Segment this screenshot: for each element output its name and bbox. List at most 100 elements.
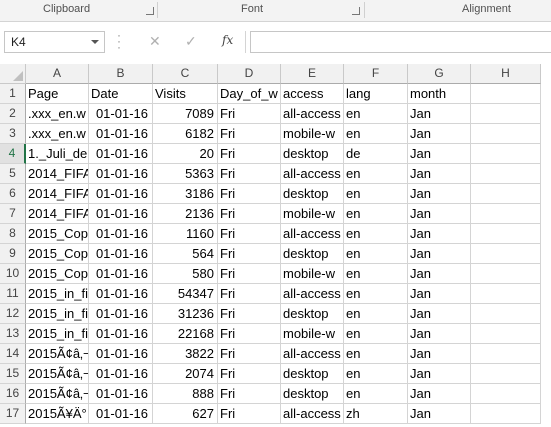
- select-all-corner[interactable]: [0, 64, 26, 84]
- cell-d15[interactable]: Fri: [218, 364, 281, 384]
- cell-b11[interactable]: 01-01-16: [89, 284, 153, 304]
- cell-a5[interactable]: 2014_FIFA: [26, 164, 89, 184]
- cell-a3[interactable]: .xxx_en.w: [26, 124, 89, 144]
- cell-f17[interactable]: zh: [344, 404, 408, 424]
- cell-e10[interactable]: mobile-w: [281, 264, 344, 284]
- cell-h7[interactable]: [471, 204, 541, 224]
- cell-b13[interactable]: 01-01-16: [89, 324, 153, 344]
- cell-b9[interactable]: 01-01-16: [89, 244, 153, 264]
- cell-b8[interactable]: 01-01-16: [89, 224, 153, 244]
- cell-h4[interactable]: [471, 144, 541, 164]
- cell-a11[interactable]: 2015_in_fi: [26, 284, 89, 304]
- cell-f11[interactable]: en: [344, 284, 408, 304]
- cell-a13[interactable]: 2015_in_fi: [26, 324, 89, 344]
- row-header-10[interactable]: 10: [0, 264, 26, 284]
- cell-g7[interactable]: Jan: [408, 204, 471, 224]
- cell-c12[interactable]: 31236: [153, 304, 218, 324]
- cell-g11[interactable]: Jan: [408, 284, 471, 304]
- row-header-16[interactable]: 16: [0, 384, 26, 404]
- cell-g8[interactable]: Jan: [408, 224, 471, 244]
- cell-a8[interactable]: 2015_Copa: [26, 224, 89, 244]
- cell-e11[interactable]: all-access: [281, 284, 344, 304]
- cell-g9[interactable]: Jan: [408, 244, 471, 264]
- cell-d11[interactable]: Fri: [218, 284, 281, 304]
- cell-b2[interactable]: 01-01-16: [89, 104, 153, 124]
- name-box-dropdown-icon[interactable]: [91, 40, 99, 44]
- cell-c17[interactable]: 627: [153, 404, 218, 424]
- cell-g6[interactable]: Jan: [408, 184, 471, 204]
- cell-d6[interactable]: Fri: [218, 184, 281, 204]
- column-header-a[interactable]: A: [26, 64, 89, 84]
- cell-h6[interactable]: [471, 184, 541, 204]
- cell-g10[interactable]: Jan: [408, 264, 471, 284]
- row-header-8[interactable]: 8: [0, 224, 26, 244]
- cell-a2[interactable]: .xxx_en.w: [26, 104, 89, 124]
- header-cell-d[interactable]: Day_of_w: [218, 84, 281, 104]
- cell-e9[interactable]: desktop: [281, 244, 344, 264]
- header-cell-f[interactable]: lang: [344, 84, 408, 104]
- cell-f10[interactable]: en: [344, 264, 408, 284]
- cell-b12[interactable]: 01-01-16: [89, 304, 153, 324]
- cell-f8[interactable]: en: [344, 224, 408, 244]
- cell-g2[interactable]: Jan: [408, 104, 471, 124]
- cell-f5[interactable]: en: [344, 164, 408, 184]
- column-header-f[interactable]: F: [344, 64, 408, 84]
- cell-c3[interactable]: 6182: [153, 124, 218, 144]
- cell-h8[interactable]: [471, 224, 541, 244]
- cell-c11[interactable]: 54347: [153, 284, 218, 304]
- cell-h12[interactable]: [471, 304, 541, 324]
- cell-b16[interactable]: 01-01-16: [89, 384, 153, 404]
- cell-d4[interactable]: Fri: [218, 144, 281, 164]
- cell-h11[interactable]: [471, 284, 541, 304]
- cell-g12[interactable]: Jan: [408, 304, 471, 324]
- cell-g5[interactable]: Jan: [408, 164, 471, 184]
- cell-g14[interactable]: Jan: [408, 344, 471, 364]
- cell-d5[interactable]: Fri: [218, 164, 281, 184]
- cell-f4[interactable]: de: [344, 144, 408, 164]
- header-cell-g[interactable]: month: [408, 84, 471, 104]
- cell-c16[interactable]: 888: [153, 384, 218, 404]
- cell-h13[interactable]: [471, 324, 541, 344]
- font-dialog-launcher-icon[interactable]: [352, 7, 360, 15]
- cell-h14[interactable]: [471, 344, 541, 364]
- cell-f3[interactable]: en: [344, 124, 408, 144]
- cell-c2[interactable]: 7089: [153, 104, 218, 124]
- cell-c5[interactable]: 5363: [153, 164, 218, 184]
- cell-e5[interactable]: all-access: [281, 164, 344, 184]
- cell-c7[interactable]: 2136: [153, 204, 218, 224]
- cell-a6[interactable]: 2014_FIFA: [26, 184, 89, 204]
- cell-g16[interactable]: Jan: [408, 384, 471, 404]
- cell-h16[interactable]: [471, 384, 541, 404]
- cell-e14[interactable]: all-access: [281, 344, 344, 364]
- cell-d3[interactable]: Fri: [218, 124, 281, 144]
- cell-e6[interactable]: desktop: [281, 184, 344, 204]
- cell-a15[interactable]: 2015Ã¢â‚¬: [26, 364, 89, 384]
- cell-f15[interactable]: en: [344, 364, 408, 384]
- cell-h15[interactable]: [471, 364, 541, 384]
- cell-f7[interactable]: en: [344, 204, 408, 224]
- cell-a17[interactable]: 2015Ã¥Ä°: [26, 404, 89, 424]
- cell-g13[interactable]: Jan: [408, 324, 471, 344]
- cell-d14[interactable]: Fri: [218, 344, 281, 364]
- cell-e2[interactable]: all-access: [281, 104, 344, 124]
- column-header-e[interactable]: E: [281, 64, 344, 84]
- header-cell-e[interactable]: access: [281, 84, 344, 104]
- row-header-9[interactable]: 9: [0, 244, 26, 264]
- cell-f13[interactable]: en: [344, 324, 408, 344]
- formula-input[interactable]: [250, 31, 551, 53]
- cell-h17[interactable]: [471, 404, 541, 424]
- cell-a9[interactable]: 2015_Copa: [26, 244, 89, 264]
- cell-d10[interactable]: Fri: [218, 264, 281, 284]
- column-header-b[interactable]: B: [89, 64, 153, 84]
- cell-g4[interactable]: Jan: [408, 144, 471, 164]
- cell-f9[interactable]: en: [344, 244, 408, 264]
- column-header-c[interactable]: C: [153, 64, 218, 84]
- name-box[interactable]: K4: [4, 31, 105, 53]
- column-header-g[interactable]: G: [408, 64, 471, 84]
- cell-e15[interactable]: desktop: [281, 364, 344, 384]
- header-cell-a[interactable]: Page: [26, 84, 89, 104]
- cell-c14[interactable]: 3822: [153, 344, 218, 364]
- cell-c6[interactable]: 3186: [153, 184, 218, 204]
- formula-bar-resize-handle[interactable]: · · ·: [117, 28, 121, 54]
- cell-a4[interactable]: 1._Juli_de: [26, 144, 89, 164]
